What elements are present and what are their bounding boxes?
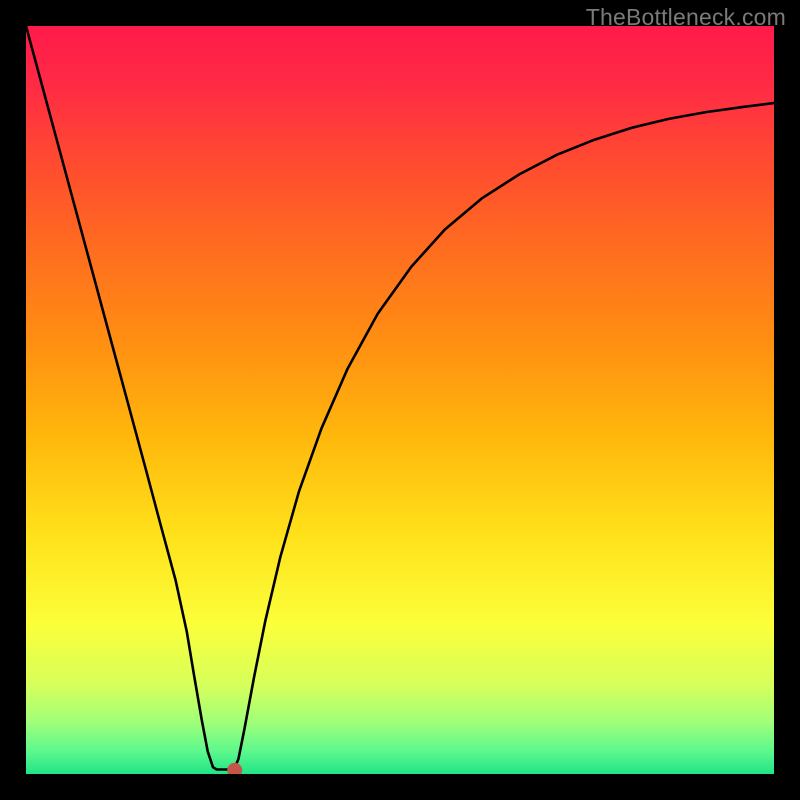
watermark-text: TheBottleneck.com <box>586 4 786 31</box>
chart-frame: TheBottleneck.com <box>0 0 800 800</box>
frame-border <box>0 774 800 800</box>
plot-background <box>26 26 774 774</box>
frame-border <box>774 0 800 800</box>
frame-border <box>0 0 26 800</box>
bottleneck-chart <box>0 0 800 800</box>
